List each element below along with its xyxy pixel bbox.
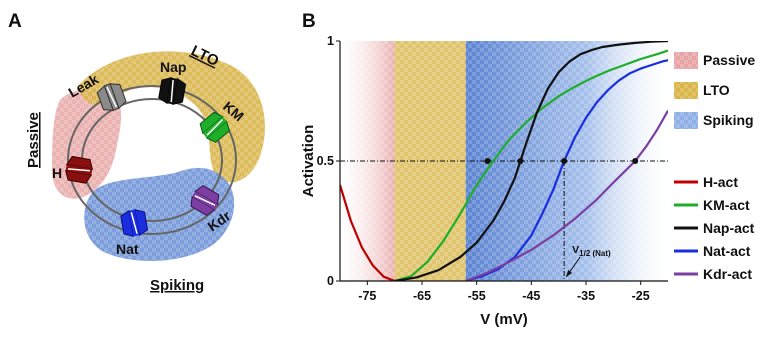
chart-axes xyxy=(336,40,668,285)
panel-b-label: B xyxy=(302,11,316,32)
y-tick-label: 0.5 xyxy=(317,154,334,168)
legend-label-spiking: Spiking xyxy=(703,112,754,128)
chart-half-points xyxy=(484,158,639,164)
x-tick-label: -45 xyxy=(522,289,540,303)
x-tick-label: -35 xyxy=(577,289,595,303)
panel-a: A LTO Passive Spiking Leak Nap xyxy=(8,11,265,294)
panel-a-label: A xyxy=(8,11,22,32)
x-tick-label: -75 xyxy=(358,289,376,303)
series-line-km-act xyxy=(394,49,668,281)
legend-label-nap-act: Nap-act xyxy=(703,220,755,236)
channel-km-icon xyxy=(199,111,230,143)
y-tick-label: 1 xyxy=(327,34,334,48)
channel-h-icon xyxy=(65,155,94,184)
legend-label-kdr-act: Kdr-act xyxy=(703,266,752,282)
panel-b: B -75 -65 -55 -45 -35 -25 0 0.5 1 V (mV) Activat… xyxy=(300,11,755,328)
legend-swatch-texture xyxy=(674,52,698,69)
legend-swatch-texture xyxy=(674,112,698,129)
half-activation-point-1 xyxy=(484,158,491,164)
series-line-nat-act xyxy=(465,59,668,281)
channel-nat-icon xyxy=(120,208,149,237)
channel-leak-icon xyxy=(96,83,127,111)
channel-label-nat: Nat xyxy=(116,241,139,257)
x-tick-label: -55 xyxy=(468,289,486,303)
chart-legend: Passive LTO Spiking H-act KM-act Nap-act Nat-a… xyxy=(674,52,755,282)
y-axis-label: Activation xyxy=(300,125,317,198)
legend-label-nat-act: Nat-act xyxy=(703,243,751,259)
legend-swatch-texture xyxy=(674,82,698,99)
region-label-spiking: Spiking xyxy=(150,277,204,294)
half-activation-point-4 xyxy=(632,158,639,164)
series-line-nap-act xyxy=(394,41,668,281)
annotation-arrowhead xyxy=(566,270,573,277)
membrane-ring-outer xyxy=(67,85,237,235)
region-label-passive: Passive xyxy=(25,112,42,168)
x-tick-label: -25 xyxy=(632,289,650,303)
annotation-subscript: 1/2 (Nat) xyxy=(579,249,611,258)
channel-kdr-icon xyxy=(190,185,220,216)
region-blob-lto-tex xyxy=(78,51,265,183)
channel-nap-icon xyxy=(158,77,187,106)
legend-label-km-act: KM-act xyxy=(703,197,750,213)
series-line-kdr-act xyxy=(465,110,668,281)
chart-tick-labels: -75 -65 -55 -45 -35 -25 0 0.5 1 xyxy=(317,34,650,303)
x-tick-label: -65 xyxy=(413,289,431,303)
channel-label-nap: Nap xyxy=(160,59,186,75)
half-activation-point-2 xyxy=(517,158,524,164)
region-blob-spiking-tex xyxy=(84,167,235,262)
chart-reference-lines xyxy=(340,160,668,281)
x-axis-label: V (mV) xyxy=(480,311,528,328)
y-tick-label: 0 xyxy=(327,274,334,288)
channel-label-h: H xyxy=(52,165,62,181)
chart-series xyxy=(340,41,668,281)
series-line-h-act xyxy=(340,184,396,281)
half-activation-point-3 xyxy=(561,158,568,164)
legend-label-passive: Passive xyxy=(703,52,755,68)
legend-label-lto: LTO xyxy=(703,82,730,98)
legend-label-h-act: H-act xyxy=(703,174,738,190)
